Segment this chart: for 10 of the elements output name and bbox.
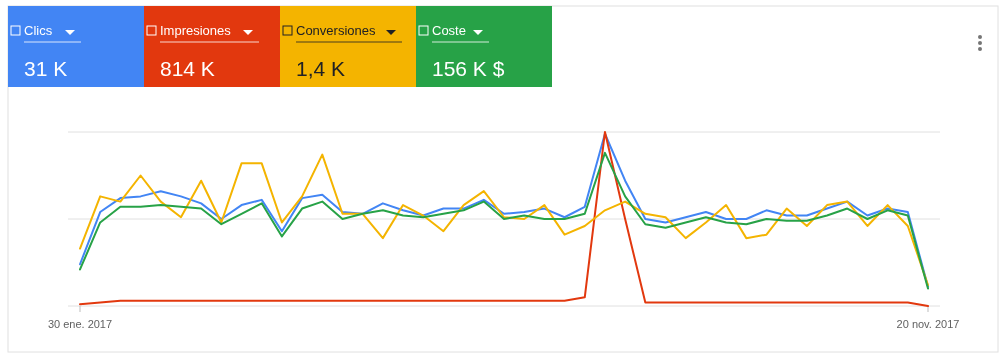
legend-label: Impresiones [160,23,232,38]
text: 1,4 K [296,57,346,80]
text: 156 K $ [432,57,505,80]
legend-label: Coste [432,23,466,38]
x-tick-label: 30 ene. 2017 [47,318,113,330]
x-tick-label: 20 nov. 2017 [896,318,960,330]
text: 814 K [160,57,215,80]
legend-label: Conversiones [296,23,376,38]
legend-label: Clics [24,23,53,38]
text: 31 K [24,57,68,80]
